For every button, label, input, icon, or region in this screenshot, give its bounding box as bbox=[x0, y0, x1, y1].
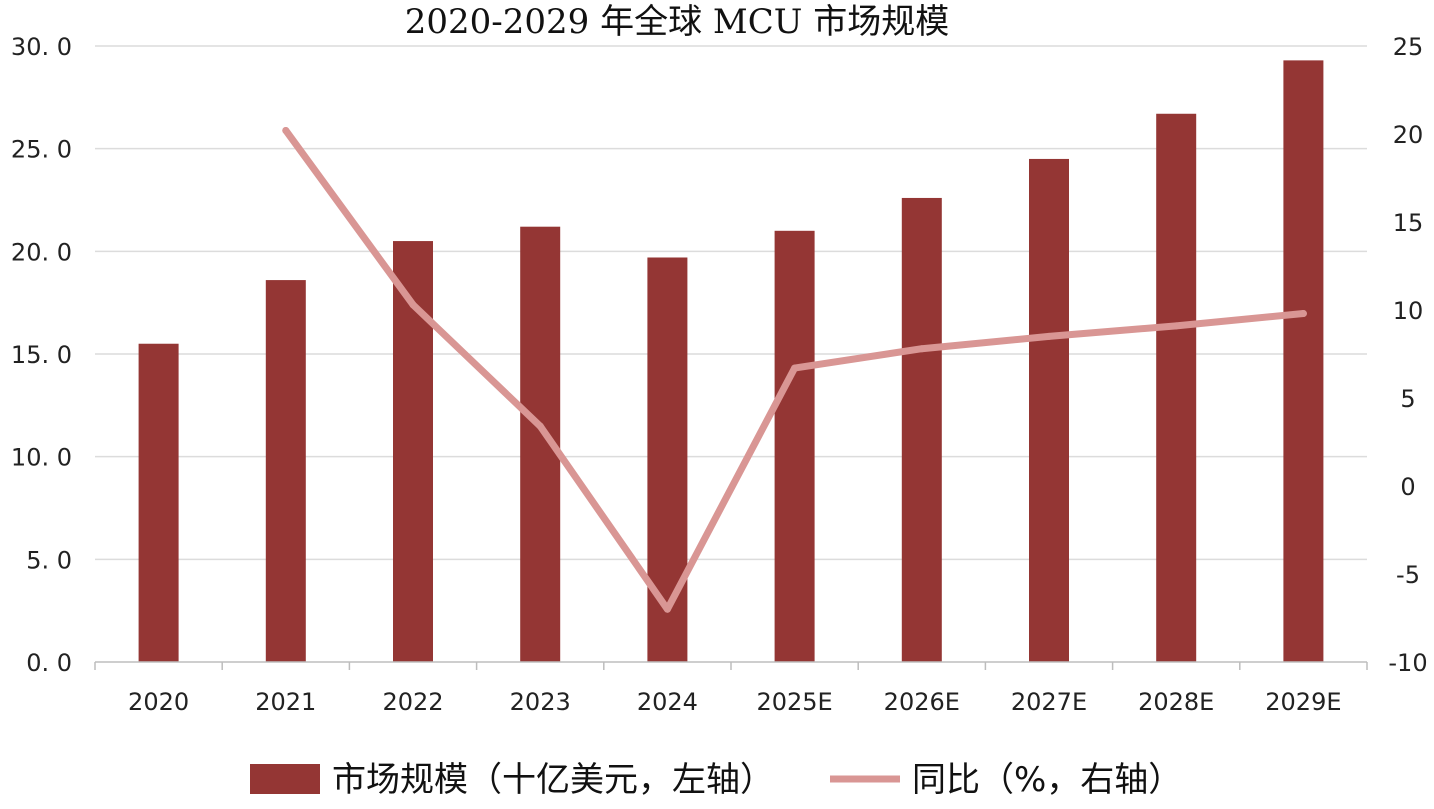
y-left-tick-label: 20. 0 bbox=[11, 238, 72, 266]
x-tick-label: 2028E bbox=[1138, 688, 1214, 716]
yoy-point bbox=[663, 605, 671, 613]
y-right-tick-label: 15 bbox=[1393, 209, 1424, 237]
x-tick-label: 2023 bbox=[510, 688, 571, 716]
y-right-tick-label: -10 bbox=[1388, 649, 1427, 677]
legend: 市场规模（十亿美元，左轴） 同比（%，右轴） bbox=[250, 760, 1182, 800]
y-left-tick-label: 5. 0 bbox=[26, 546, 72, 574]
yoy-point bbox=[536, 422, 544, 430]
x-tick-label: 2024 bbox=[637, 688, 698, 716]
y-right-tick-label: 5 bbox=[1400, 385, 1415, 413]
x-tick-label: 2029E bbox=[1265, 688, 1341, 716]
y-right-tick-label: 0 bbox=[1400, 473, 1415, 501]
y-left-tick-label: 0. 0 bbox=[26, 649, 72, 677]
y-right-tick-label: 10 bbox=[1393, 297, 1424, 325]
bar bbox=[393, 241, 433, 663]
bar bbox=[647, 257, 688, 662]
bar bbox=[1029, 158, 1069, 662]
bar-series bbox=[138, 60, 1324, 663]
x-tick-label: 2026E bbox=[884, 688, 960, 716]
y-left-tick-label: 25. 0 bbox=[11, 136, 72, 164]
line-series bbox=[282, 126, 1307, 613]
bar bbox=[774, 230, 815, 663]
yoy-point bbox=[1172, 322, 1180, 330]
axes: 0. 0 5. 0 10. 0 15. 0 20. 0 25. 0 30. 0 -10 -5 0 5… bbox=[11, 33, 1428, 716]
yoy-point bbox=[282, 126, 290, 134]
x-tick-label: 2022 bbox=[382, 688, 443, 716]
y-left-tick-label: 10. 0 bbox=[11, 444, 72, 472]
bar bbox=[265, 280, 306, 662]
bar bbox=[138, 343, 179, 662]
bar bbox=[1283, 60, 1324, 662]
bar bbox=[1156, 113, 1197, 662]
yoy-point bbox=[791, 364, 799, 372]
legend-bar-label: 市场规模（十亿美元，左轴） bbox=[332, 760, 774, 800]
y-left-tick-label: 30. 0 bbox=[11, 33, 72, 61]
yoy-point bbox=[1045, 332, 1053, 340]
legend-bar-swatch bbox=[250, 764, 320, 794]
yoy-point bbox=[1299, 310, 1307, 318]
y-right-tick-label: -5 bbox=[1396, 561, 1420, 589]
chart-title: 2020-2029 年全球 MCU 市场规模 bbox=[405, 2, 949, 42]
legend-line-label: 同比（%，右轴） bbox=[912, 760, 1182, 800]
x-tick-label: 2027E bbox=[1011, 688, 1087, 716]
y-right-tick-label: 20 bbox=[1393, 121, 1424, 149]
y-right-tick-label: 25 bbox=[1393, 33, 1424, 61]
bar bbox=[901, 197, 942, 663]
x-tick-label: 2025E bbox=[756, 688, 832, 716]
grid-lines bbox=[95, 45, 1367, 561]
x-tick-label: 2021 bbox=[255, 688, 316, 716]
yoy-point bbox=[918, 345, 926, 353]
y-left-tick-label: 15. 0 bbox=[11, 341, 72, 369]
yoy-point bbox=[409, 301, 417, 309]
x-tick-label: 2020 bbox=[128, 688, 189, 716]
